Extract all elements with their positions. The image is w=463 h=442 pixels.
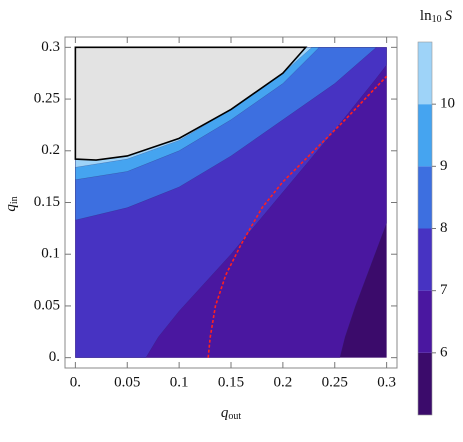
y-tick-label: 0.05 <box>34 297 60 313</box>
colorbar-band <box>418 352 432 415</box>
symbol: S <box>445 8 453 24</box>
x-tick-label: 0.3 <box>377 374 396 390</box>
function: ln <box>420 8 432 24</box>
colorbar-band <box>418 228 432 291</box>
colorbar-band <box>418 166 432 229</box>
colorbar-tick-label: 8 <box>440 220 448 236</box>
colorbar-tick-label: 7 <box>440 282 448 298</box>
y-tick-label: 0.15 <box>34 194 60 210</box>
y-tick-label: 0.3 <box>41 39 60 55</box>
colorbar-tick-label: 6 <box>440 344 448 360</box>
colorbar-tick-label: 9 <box>440 158 448 174</box>
x-tick-label: 0.15 <box>218 374 244 390</box>
subscript: in <box>9 196 20 204</box>
excluded-region <box>74 46 308 161</box>
y-tick-label: 0.25 <box>34 91 60 107</box>
colorbar-tick-label: 10 <box>440 96 455 112</box>
colorbar-band <box>418 104 432 167</box>
colorbar-band <box>418 290 432 353</box>
symbol: q <box>3 204 19 212</box>
colorbar-band <box>418 42 432 105</box>
subscript: 10 <box>432 14 442 25</box>
y-tick-label: 0. <box>49 349 60 365</box>
optimum-curve <box>207 75 388 358</box>
x-axis-label: qout <box>221 405 242 422</box>
x-tick-label: 0.2 <box>274 374 293 390</box>
x-tick-label: 0.05 <box>114 374 140 390</box>
x-tick-label: 0.1 <box>170 374 189 390</box>
y-tick-label: 0.1 <box>41 246 60 262</box>
colorbar-title: ln10 S <box>420 8 453 25</box>
x-tick-label: 0.25 <box>322 374 348 390</box>
x-tick-label: 0. <box>70 374 81 390</box>
y-tick-label: 0.2 <box>41 142 60 158</box>
subscript: out <box>228 411 241 422</box>
symbol: q <box>221 405 229 421</box>
y-axis-label: qin <box>3 196 20 211</box>
